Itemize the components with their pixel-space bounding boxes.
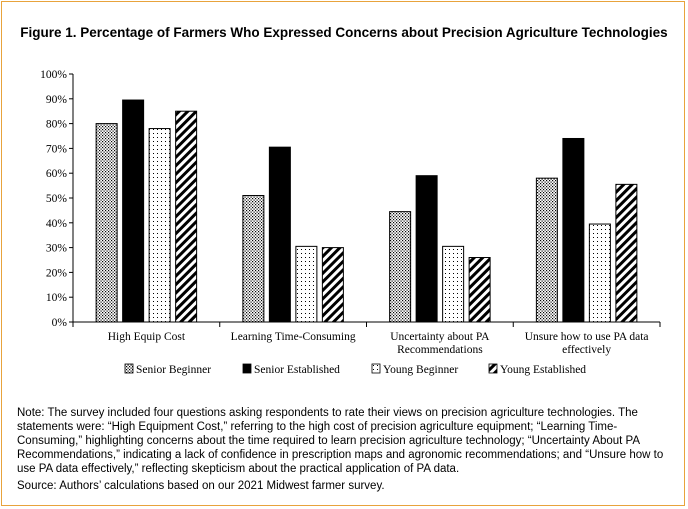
y-axis: 0% 10% 20% 30% 40% 50% 60% 70% 80% 90% 100% <box>40 69 74 329</box>
legend-swatch <box>371 363 381 374</box>
legend-label: Senior Established <box>254 364 340 376</box>
legend-swatch <box>124 363 134 374</box>
x-tick-label: Learning Time-Consuming <box>231 331 356 343</box>
bar <box>415 175 438 323</box>
y-tick-label: 100% <box>40 69 67 81</box>
x-tick-label: High Equip Cost <box>108 331 186 343</box>
bar <box>175 110 198 323</box>
y-tick-label: 40% <box>46 218 68 230</box>
legend-label: Young Established <box>500 364 586 376</box>
x-tick-label: Unsure how to use PA data effectively <box>525 331 649 356</box>
y-tick-label: 50% <box>46 193 68 205</box>
bar <box>389 211 412 323</box>
chart-note: Note: The survey included four questions… <box>17 407 664 475</box>
legend-item: Young Beginner <box>371 363 458 376</box>
y-tick-label: 80% <box>46 119 68 131</box>
y-tick-label: 0% <box>52 317 68 329</box>
bars-group <box>95 99 638 323</box>
bar <box>615 183 638 323</box>
legend-swatch <box>242 363 252 374</box>
y-tick-label: 70% <box>46 143 68 155</box>
bar <box>122 99 145 323</box>
bar <box>535 177 558 323</box>
y-tick-label: 90% <box>46 94 68 106</box>
x-tick-label: Uncertainty about PA Recommendations <box>390 331 490 356</box>
bar <box>321 247 344 323</box>
bar <box>295 245 318 323</box>
bar <box>242 195 265 323</box>
y-tick-label: 10% <box>46 292 68 304</box>
bar <box>588 223 611 323</box>
y-tick-label: 60% <box>46 168 68 180</box>
chart-area: 0% 10% 20% 30% 40% 50% 60% 70% 80% 90% 100% High E… <box>40 69 661 376</box>
legend-item: Senior Beginner <box>124 363 211 376</box>
legend-label: Senior Beginner <box>136 364 211 376</box>
bar <box>268 146 291 323</box>
legend-item: Young Established <box>488 363 586 376</box>
chart-title: Figure 1. Percentage of Farmers Who Expr… <box>20 25 668 40</box>
y-tick-label: 30% <box>46 243 68 255</box>
legend-item: Senior Established <box>242 363 340 376</box>
legend: Senior Beginner Senior Established Young B… <box>124 363 586 376</box>
bar <box>562 137 585 323</box>
bar <box>95 123 118 323</box>
chart-source: Source: Authors’ calculations based on o… <box>17 480 385 492</box>
bar <box>442 245 465 323</box>
legend-swatch <box>488 363 498 374</box>
y-tick-label: 20% <box>46 267 68 279</box>
legend-label: Young Beginner <box>383 364 458 376</box>
bar <box>148 128 171 323</box>
bar <box>468 257 491 323</box>
x-axis: High Equip Cost Learning Time-Consuming Un… <box>72 321 661 356</box>
